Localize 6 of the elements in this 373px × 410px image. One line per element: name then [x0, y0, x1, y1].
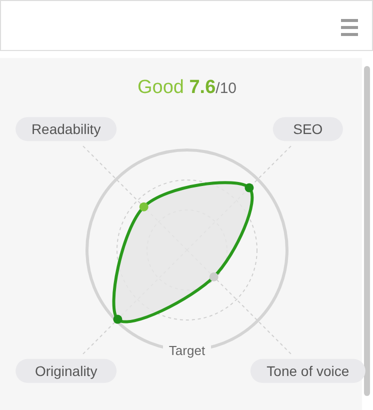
text: Target [168, 343, 206, 358]
chart-title: Good 7.6/10 [137, 77, 237, 98]
spoke-label: SEO [293, 121, 323, 138]
spoke-label: Tone of voice [266, 362, 350, 379]
spoke-label: Originality [34, 362, 98, 379]
spoke-label: Readability [31, 121, 101, 138]
